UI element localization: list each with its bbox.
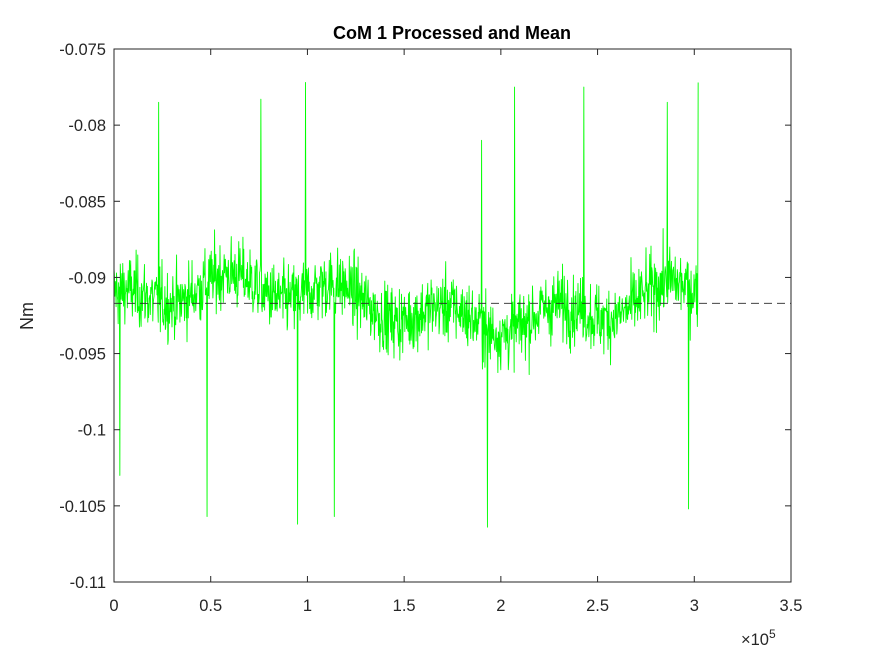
x-tick-label: 3 xyxy=(690,597,699,615)
x-axis-ticks: 0 0.5 1 1.5 2 2.5 3 3.5 xyxy=(109,49,802,615)
x-tick-label: 2 xyxy=(496,597,505,615)
y-tick-label: -0.08 xyxy=(68,117,106,135)
x-tick-label: 2.5 xyxy=(586,597,609,615)
y-tick-label: -0.075 xyxy=(59,41,106,59)
plot-area xyxy=(114,49,791,582)
y-tick-label: -0.09 xyxy=(68,269,106,287)
x-axis-exponent: ×105 xyxy=(741,627,776,649)
x-tick-label: 1.5 xyxy=(393,597,416,615)
y-tick-label: -0.095 xyxy=(59,346,106,364)
y-tick-label: -0.11 xyxy=(70,574,106,592)
x-tick-label: 3.5 xyxy=(780,597,803,615)
x-tick-label: 1 xyxy=(303,597,312,615)
chart-title: CoM 1 Processed and Mean xyxy=(333,23,571,43)
processed-signal-line xyxy=(113,82,699,528)
x-tick-label: 0.5 xyxy=(199,597,222,615)
x-axis-exponent-base: ×10 xyxy=(741,631,769,649)
y-axis-label: Nm xyxy=(17,302,37,330)
axes-box xyxy=(113,48,792,583)
y-tick-label: -0.105 xyxy=(59,498,106,516)
y-tick-label: -0.085 xyxy=(59,193,106,211)
series-layer xyxy=(113,82,699,528)
x-axis-exponent-power: 5 xyxy=(769,627,776,641)
x-tick-label: 0 xyxy=(109,597,118,615)
y-tick-label: -0.1 xyxy=(78,422,106,440)
y-axis-ticks: -0.11 -0.105 -0.1 -0.095 -0.09 -0.085 -0.08 -0.… xyxy=(59,41,791,592)
